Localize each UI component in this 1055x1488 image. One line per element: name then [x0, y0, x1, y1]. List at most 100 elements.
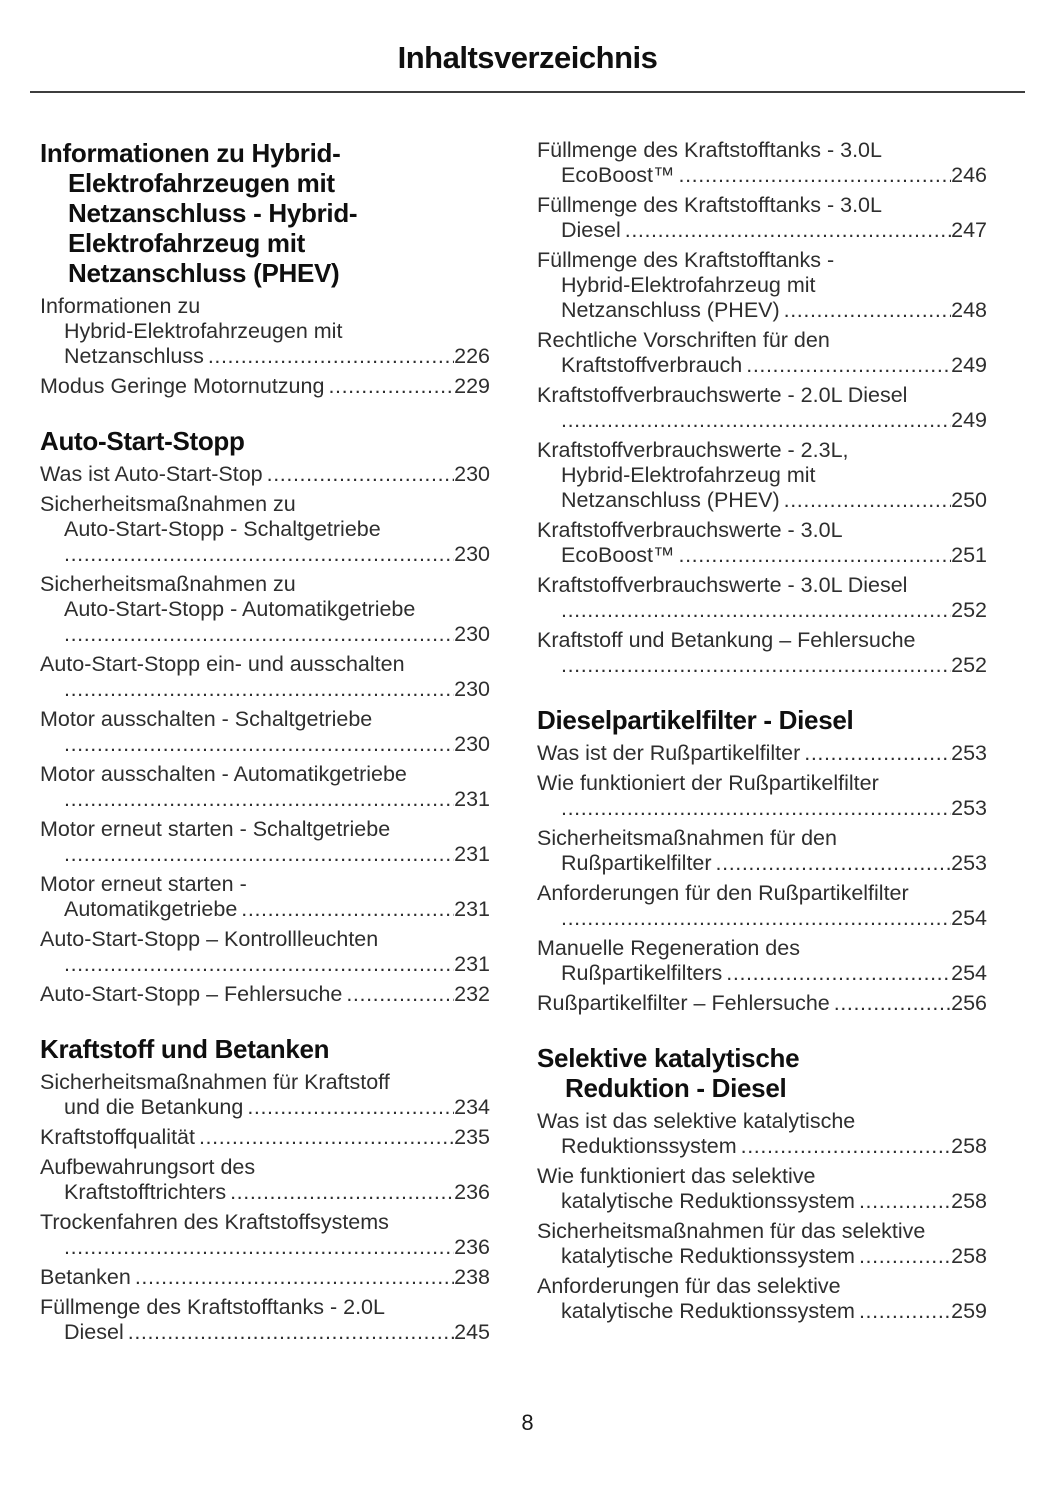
toc-page-number: 232 [454, 981, 490, 1006]
toc-page-number: 253 [951, 795, 987, 820]
toc-entry-text: EcoBoost™ [561, 162, 675, 187]
page-header: Inhaltsverzeichnis [0, 40, 1055, 93]
section-kraftstoff-und-betanken: Kraftstoff und Betanken Sicherheitsmaßnah… [40, 1034, 490, 1345]
toc-page-number: 258 [951, 1188, 987, 1213]
toc-entry-line: Motor ausschalten - Automatikgetriebe [40, 761, 407, 786]
toc-entry-lastline: ........................................… [40, 952, 490, 977]
toc-entry-line: Kraftstoffverbrauchswerte - 2.3L, [537, 437, 849, 462]
toc-entry-line: Füllmenge des Kraftstofftanks - 2.0L [40, 1294, 385, 1319]
toc-entry-line: Aufbewahrungsort des [40, 1154, 256, 1179]
toc-entry-text: Was ist der Rußpartikelfilter [537, 740, 801, 765]
toc-page-number: 258 [951, 1133, 987, 1158]
toc-entry-lastline: Kraftstoffqualität......................… [40, 1125, 490, 1150]
toc-entry-lastline: Netzanschluss (PHEV)....................… [537, 488, 987, 513]
dot-leader: ........................................… [64, 951, 455, 976]
dot-leader: ........................................… [783, 487, 951, 512]
toc-entry: Kraftstoff und Betankung – Fehlersuche..… [537, 628, 987, 678]
toc-entry-line: Kraftstoff und Betankung – Fehlersuche [537, 627, 916, 652]
toc-page-number: 246 [951, 162, 987, 187]
toc-entry: Auto-Start-Stopp – Kontrollleuchten.....… [40, 927, 490, 977]
toc-entry-line: Auto-Start-Stopp ein- und ausschalten [40, 651, 405, 676]
toc-page-number: 250 [951, 487, 987, 512]
toc-entry: Motor ausschalten - Automatikgetriebe...… [40, 762, 490, 812]
toc-page-number: 231 [454, 896, 490, 921]
toc-entry-lastline: ........................................… [40, 542, 490, 567]
toc-entry: Sicherheitsmaßnahmen für das selektive ka… [537, 1219, 987, 1269]
section-kraftstoff-und-betanken-fortsetzung: Füllmenge des Kraftstofftanks - 3.0L EcoB… [537, 138, 987, 678]
toc-entry-line: Informationen zu [40, 293, 201, 318]
toc-page: { "page": { "title": "Inhaltsverzeichnis… [0, 40, 1055, 1488]
dot-leader: ........................................… [858, 1188, 951, 1213]
dot-leader: ........................................… [64, 621, 455, 646]
toc-entry-line: Hybrid-Elektrofahrzeug mit [561, 272, 816, 297]
toc-entry: Sicherheitsmaßnahmen zu Auto-Start-Stopp … [40, 492, 490, 567]
toc-entry: Füllmenge des Kraftstofftanks - 2.0L Dies… [40, 1295, 490, 1345]
dot-leader: ........................................… [715, 850, 952, 875]
toc-entry-lastline: Was ist Auto-Start-Stop.................… [40, 462, 490, 487]
toc-page-number: 231 [454, 841, 490, 866]
dot-leader: ........................................… [624, 217, 952, 242]
toc-entry-text: Kraftstoffqualität [40, 1124, 195, 1149]
toc-entry-line: Füllmenge des Kraftstofftanks - 3.0L [537, 192, 882, 217]
toc-page-number: 238 [454, 1264, 490, 1289]
toc-entry: Informationen zu Hybrid-Elektrofahrzeugen… [40, 294, 490, 369]
toc-entry: Was ist das selektive katalytische Redukt… [537, 1109, 987, 1159]
toc-entry-text: Automatikgetriebe [64, 896, 238, 921]
toc-entry-lastline: Automatikgetriebe.......................… [40, 897, 490, 922]
toc-column-left: Informationen zu Hybrid- Elektrofahrzeuge… [40, 138, 490, 1350]
toc-entry-lastline: ........................................… [40, 787, 490, 812]
toc-entry-text: EcoBoost™ [561, 542, 675, 567]
toc-entry-lastline: ........................................… [537, 906, 987, 931]
toc-entry-line: Manuelle Regeneration des [537, 935, 800, 960]
section-heading-line: Auto-Start-Stopp [40, 425, 245, 456]
dot-leader: ........................................… [858, 1298, 951, 1323]
toc-entry-line: Füllmenge des Kraftstofftanks - [537, 247, 835, 272]
toc-columns: Informationen zu Hybrid- Elektrofahrzeuge… [0, 93, 1055, 1350]
dot-leader: ........................................… [561, 407, 952, 432]
toc-entry-lastline: ........................................… [40, 732, 490, 757]
toc-page-number: 256 [951, 990, 987, 1015]
toc-entry: Anforderungen für das selektive katalytis… [537, 1274, 987, 1324]
section-heading-line: Selektive katalytische [537, 1042, 800, 1073]
toc-entry-line: Motor erneut starten - [40, 871, 247, 896]
section-heading-informationen-zu-phev: Informationen zu Hybrid- Elektrofahrzeuge… [40, 138, 490, 288]
toc-page-number: 247 [951, 217, 987, 242]
section-heading-auto-start-stopp: Auto-Start-Stopp [40, 426, 490, 456]
toc-page-number: 236 [454, 1179, 490, 1204]
dot-leader: ........................................… [746, 352, 951, 377]
toc-page-number: 229 [454, 373, 490, 398]
dot-leader: ........................................… [241, 896, 454, 921]
toc-entry: Motor ausschalten - Schaltgetriebe......… [40, 707, 490, 757]
toc-entry: Was ist der Rußpartikelfilter...........… [537, 741, 987, 766]
toc-entry: Kraftstoffverbrauchswerte - 2.3L, Hybrid-… [537, 438, 987, 513]
toc-entry-lastline: Diesel..................................… [537, 218, 987, 243]
toc-entry-lastline: ........................................… [537, 408, 987, 433]
toc-entry: Sicherheitsmaßnahmen für Kraftstoff und d… [40, 1070, 490, 1120]
toc-entry: Kraftstoffverbrauchswerte - 3.0L Diesel.… [537, 573, 987, 623]
toc-entry-text: katalytische Reduktionssystem [561, 1298, 855, 1323]
toc-entry-text: Kraftstofftrichters [64, 1179, 227, 1204]
dot-leader: ........................................… [858, 1243, 951, 1268]
toc-entry-text: Reduktionssystem [561, 1133, 737, 1158]
dot-leader: ........................................… [64, 841, 455, 866]
dot-leader: ........................................… [740, 1133, 952, 1158]
toc-page-number: 248 [951, 297, 987, 322]
dot-leader: ........................................… [64, 731, 455, 756]
section-heading-line: Informationen zu Hybrid- [40, 137, 341, 168]
toc-entry-line: Wie funktioniert der Rußpartikelfilter [537, 770, 879, 795]
toc-page-number: 231 [454, 951, 490, 976]
toc-entry: Sicherheitsmaßnahmen zu Auto-Start-Stopp … [40, 572, 490, 647]
dot-leader: ........................................… [561, 795, 952, 820]
toc-entry-line: Wie funktioniert das selektive [537, 1163, 816, 1188]
toc-entry-line: Hybrid-Elektrofahrzeugen mit [64, 318, 343, 343]
toc-entry-lastline: Auto-Start-Stopp – Fehlersuche..........… [40, 982, 490, 1007]
toc-page-number: 252 [951, 652, 987, 677]
footer-page-number: 8 [521, 1410, 534, 1435]
dot-leader: ........................................… [561, 905, 952, 930]
section-heading-line: Elektrofahrzeugen mit [68, 167, 335, 198]
toc-page-number: 235 [454, 1124, 490, 1149]
toc-entry-text: katalytische Reduktionssystem [561, 1243, 855, 1268]
toc-entry-text: Diesel [64, 1319, 124, 1344]
toc-entry-lastline: und die Betankung.......................… [40, 1095, 490, 1120]
toc-page-number: 253 [951, 740, 987, 765]
